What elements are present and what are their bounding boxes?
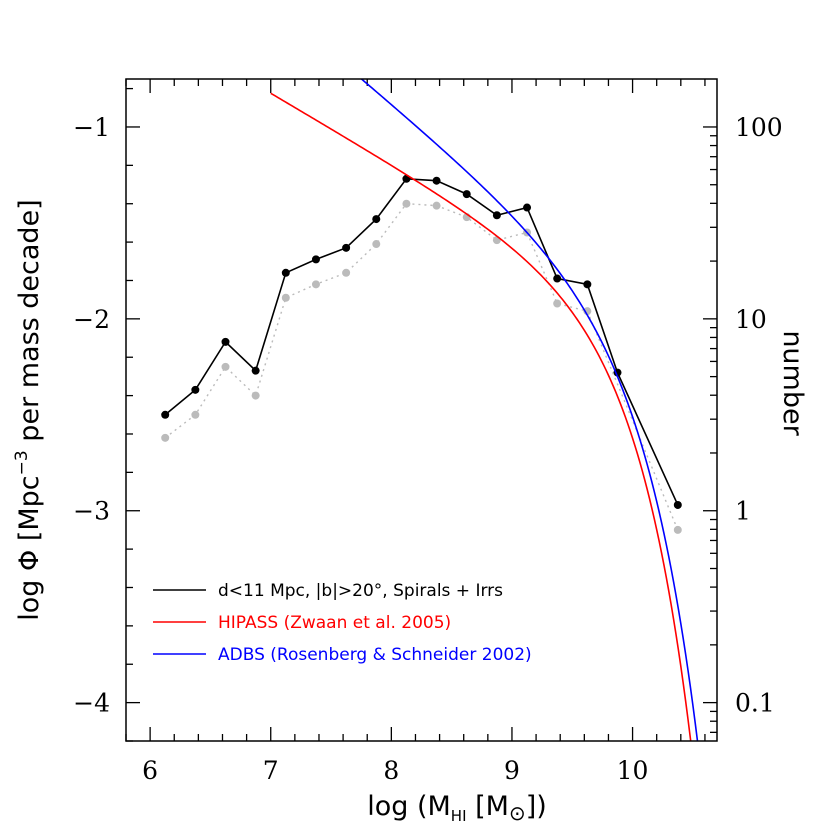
series-line-dotted <box>164 202 679 531</box>
data-point-gray <box>432 201 441 210</box>
x-tick-label: 10 <box>617 756 649 785</box>
y-tick-label: −1 <box>73 113 110 142</box>
series-curve-3 <box>360 79 699 741</box>
y-tick-label: −3 <box>73 497 110 526</box>
x-tick-label: 7 <box>263 756 279 785</box>
data-point <box>161 410 170 419</box>
data-point-gray <box>342 268 351 277</box>
data-point-gray <box>281 293 290 302</box>
data-point <box>583 280 592 289</box>
right-axis-title: number <box>777 330 808 436</box>
data-point-gray <box>402 199 411 208</box>
right-tick-label: 100 <box>735 113 783 142</box>
data-point <box>281 268 290 277</box>
data-point <box>432 176 441 185</box>
x-tick-label: 6 <box>142 756 158 785</box>
series-layer <box>161 79 699 741</box>
data-point <box>492 211 501 220</box>
data-point-gray <box>673 525 682 534</box>
y-axis-title: log Φ [Mpc−3 per mass decade] <box>12 199 45 620</box>
data-point <box>221 337 230 346</box>
legend: d<11 Mpc, |b|>20°, Spirals + Irrs HIPASS … <box>153 581 532 665</box>
series-curve-2 <box>270 92 692 741</box>
legend-label: HIPASS (Zwaan et al. 2005) <box>218 613 451 633</box>
data-point-gray <box>251 391 260 400</box>
x-axis-title: log (MHI [M⊙]) <box>367 791 547 825</box>
ticks-layer <box>125 79 717 742</box>
data-point <box>553 274 562 283</box>
data-point-gray <box>221 362 230 371</box>
legend-label: ADBS (Rosenberg & Schneider 2002) <box>218 645 532 665</box>
x-tick-label: 8 <box>383 756 399 785</box>
right-tick-label: 10 <box>735 305 767 334</box>
y-tick-label: −2 <box>73 305 110 334</box>
data-point <box>673 500 682 509</box>
right-tick-label: 0.1 <box>735 689 775 718</box>
legend-label: d<11 Mpc, |b|>20°, Spirals + Irrs <box>218 581 503 601</box>
right-tick-label: 1 <box>735 497 751 526</box>
tick-labels-layer: 6 7 8 9 10 −1 −2 −3 −4 100 10 1 0.1 <box>73 113 783 785</box>
data-point <box>372 215 381 224</box>
y-tick-label: −4 <box>73 689 110 718</box>
x-tick-label: 9 <box>504 756 520 785</box>
plot-frame <box>125 78 718 742</box>
data-point <box>251 366 260 375</box>
data-point <box>462 190 471 199</box>
data-point <box>523 203 532 212</box>
data-point <box>311 255 320 264</box>
data-point-gray <box>311 280 320 289</box>
data-point <box>342 243 351 252</box>
data-point <box>191 385 200 394</box>
data-point-gray <box>191 410 200 419</box>
data-point-gray <box>553 299 562 308</box>
data-point-gray <box>372 240 381 249</box>
data-point-gray <box>161 433 170 442</box>
